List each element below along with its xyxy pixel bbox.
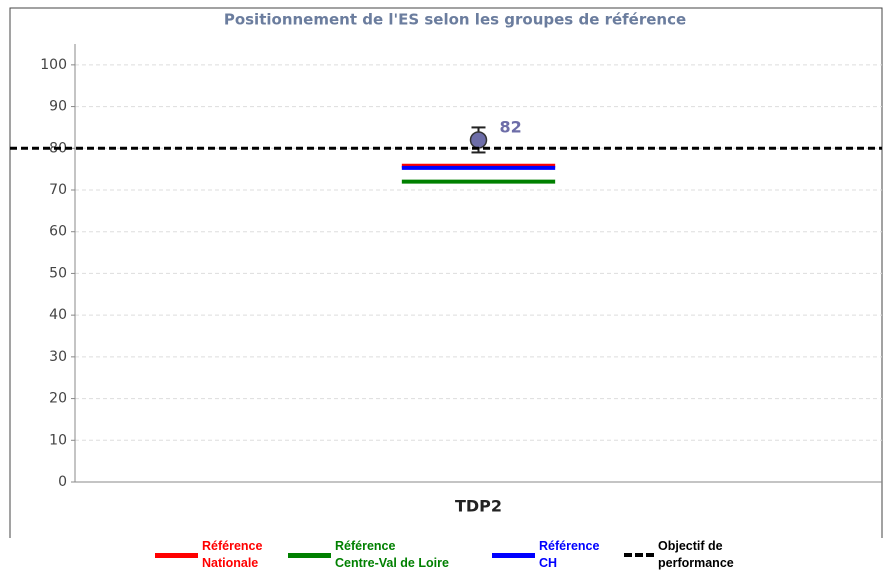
legend-swatch <box>624 553 654 557</box>
legend-swatch <box>288 552 331 558</box>
y-tick-label: 90 <box>49 99 67 115</box>
legend-label: Objectif de performance <box>658 539 734 570</box>
legend-item: Objectif de performance <box>624 538 734 572</box>
legend-item: Référence CH <box>492 538 599 572</box>
y-tick-label: 60 <box>49 224 67 240</box>
legend-label: Référence CH <box>539 539 600 570</box>
frame <box>9 7 883 538</box>
legend: Référence Nationale Référence Centre-Val … <box>0 538 890 575</box>
y-tick-label: 100 <box>40 57 67 73</box>
y-tick-label: 10 <box>49 432 67 448</box>
y-tick-label: 30 <box>49 349 67 365</box>
y-tick-label: 20 <box>49 391 67 407</box>
legend-swatch <box>155 552 198 558</box>
y-tick-label: 40 <box>49 307 67 323</box>
point <box>469 131 488 149</box>
y-tick-label: 50 <box>49 265 67 281</box>
x-tick-label: TDP2 <box>455 497 502 516</box>
y-tick-label: 70 <box>49 182 67 198</box>
legend-swatch <box>492 552 535 558</box>
legend-item: Référence Nationale <box>155 538 262 572</box>
legend-label: Référence Centre-Val de Loire <box>335 539 449 570</box>
y-tick-label: 0 <box>58 474 67 490</box>
legend-label: Référence Nationale <box>202 539 263 570</box>
chart-title: Positionnement de l'ES selon les groupes… <box>224 11 686 29</box>
chart: Positionnement de l'ES selon les groupes… <box>9 7 883 538</box>
legend-item: Référence Centre-Val de Loire <box>288 538 449 572</box>
data-label: 82 <box>500 117 522 136</box>
